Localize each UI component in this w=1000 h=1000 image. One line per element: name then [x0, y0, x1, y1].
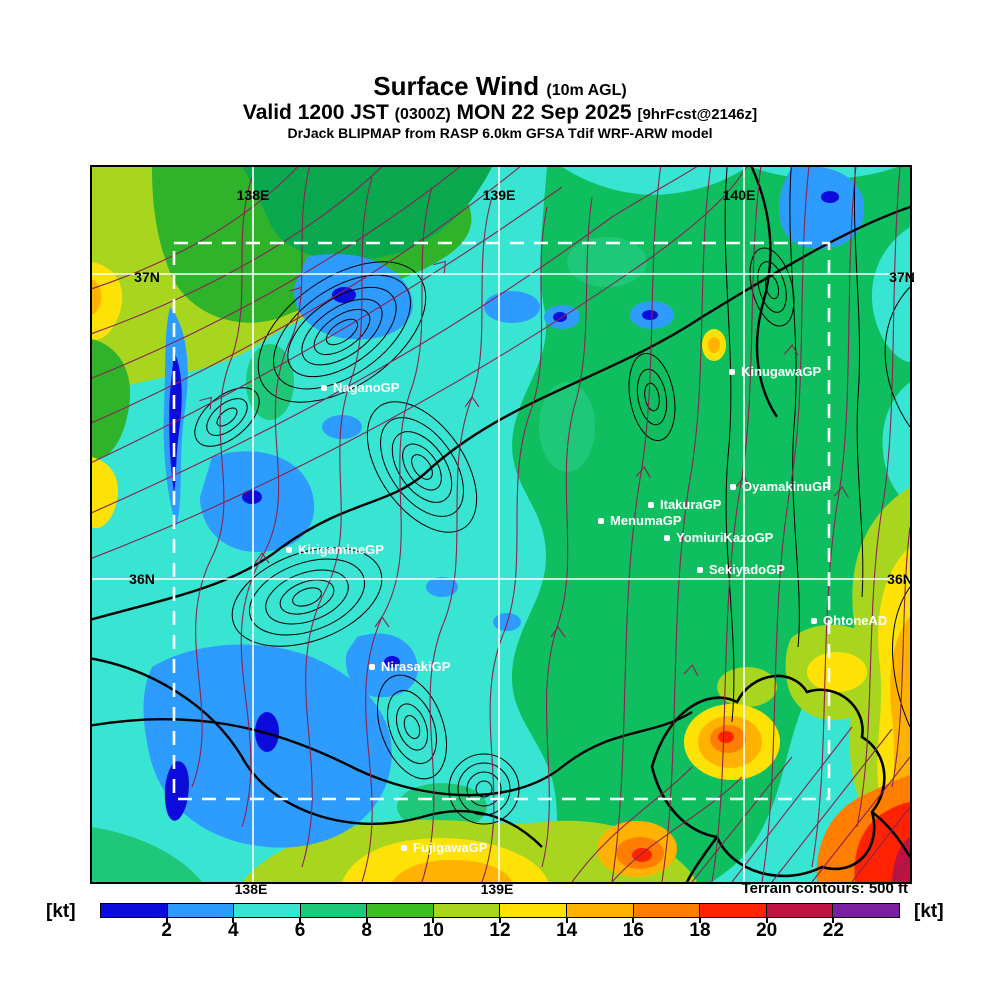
colorbar-segment-2 — [166, 903, 235, 918]
colorbar-value: 14 — [556, 920, 578, 941]
colorbar-tick — [632, 918, 635, 923]
site-marker-dot — [401, 845, 407, 851]
valid-time-line: Valid 1200 JST (0300Z) MON 22 Sep 2025 [… — [242, 101, 758, 125]
zulu-time: (0300Z) — [394, 106, 451, 124]
site-label: NirasakiGP — [381, 659, 451, 674]
model-line: DrJack BLIPMAP from RASP 6.0km GFSA Tdif… — [287, 124, 713, 141]
domain-boundary-box — [172, 241, 831, 801]
colorbar-value: 4 — [228, 920, 239, 941]
wind-map[interactable]: 138E 139E 140E 37N 37N 36N 36N NaganoGP Kinugaw… — [90, 165, 915, 884]
colorbar-value: 12 — [489, 920, 511, 941]
site-label: OyamakinuGP — [742, 479, 831, 494]
grid-label-36n: 36N — [129, 571, 155, 587]
colorbar-segment-8 — [566, 903, 634, 918]
title-suffix: (10m AGL) — [546, 82, 627, 99]
site-marker-dot — [369, 664, 375, 670]
colorbar-value: 6 — [294, 920, 306, 941]
site-label: OhtoneAD — [823, 613, 888, 628]
colorbar-segment-7 — [499, 903, 568, 918]
colorbar-tick — [832, 918, 835, 923]
colorbar-segment-6 — [432, 903, 501, 918]
colorbar-segment-12 — [832, 903, 900, 918]
site-label: SekiyadoGP — [709, 562, 785, 577]
streamline-arrows — [199, 260, 849, 677]
colorbar-segment-5 — [366, 903, 434, 918]
colorbar-value: 16 — [622, 920, 644, 941]
site-label: KirigamineGP — [298, 542, 384, 557]
colorbar-tick — [232, 918, 235, 923]
colorbar-tick — [499, 918, 501, 923]
wind-field-canvas — [92, 167, 910, 882]
grid-label-139e: 139E — [482, 187, 516, 203]
bottom-axis-label-138e: 138E — [234, 881, 268, 897]
colorbar-value: 18 — [689, 920, 711, 941]
site-marker-dot — [729, 369, 735, 375]
grid-label-37n: 37N — [134, 269, 160, 285]
site-marker-dot — [730, 484, 736, 490]
bottom-axis-label-139e: 139E — [480, 881, 514, 897]
colorbar-tick — [765, 918, 768, 923]
site-label: KinugawaGP — [741, 364, 822, 379]
site-label: ItakuraGP — [660, 497, 722, 512]
colorbar-segment-4 — [299, 903, 368, 918]
colorbar-value: 22 — [822, 920, 844, 941]
colorbar-value: 2 — [161, 920, 172, 941]
colorbar-value: 20 — [756, 920, 778, 941]
grid-label-37n: 37N — [889, 269, 915, 285]
colorbar-value: 10 — [422, 920, 444, 941]
forecast-tag: [9hrFcst@2146z] — [637, 106, 758, 124]
page-title: Surface Wind (10m AGL) — [373, 71, 627, 101]
terrain-contours — [92, 167, 910, 882]
colorbar-tick — [165, 918, 168, 923]
colorbar-segment-11 — [765, 903, 834, 918]
terrain-contour-note: Terrain contours: 500 ft — [741, 880, 908, 897]
colorbar-value: 8 — [361, 920, 372, 941]
grid-label-36n: 36N — [887, 571, 913, 587]
grid-lines — [92, 167, 910, 882]
streamlines — [92, 167, 910, 882]
colorbar-segment-10 — [699, 903, 767, 918]
colorbar-segment-1 — [100, 903, 168, 918]
grid-label-140e: 140E — [722, 187, 756, 203]
site-marker-dot — [648, 502, 654, 508]
colorbar-tick — [365, 918, 368, 923]
grid-label-138e: 138E — [236, 187, 270, 203]
colorbar-tick — [699, 918, 701, 923]
site-marker-dot — [286, 547, 292, 553]
unit-label-left: [kt] — [46, 901, 76, 922]
site-marker-dot — [697, 567, 703, 573]
header: Surface Wind (10m AGL) Valid 1200 JST (0… — [0, 71, 1000, 141]
site-label: YomiuriKazoGP — [676, 530, 774, 545]
colorbar-segment-3 — [233, 903, 301, 918]
wind-speed-colorbar — [100, 903, 900, 918]
colorbar-tick — [299, 918, 301, 923]
site-label: FujigawaGP — [413, 840, 488, 855]
colorbar-segment-9 — [632, 903, 701, 918]
unit-label-right: [kt] — [914, 901, 944, 922]
site-label: NaganoGP — [333, 380, 400, 395]
site-marker-dot — [664, 535, 670, 541]
colorbar-tick — [565, 918, 568, 923]
site-marker-dot — [321, 385, 327, 391]
site-marker-dot — [598, 518, 604, 524]
site-label: MenumaGP — [610, 513, 682, 528]
colorbar-tick — [432, 918, 435, 923]
site-marker-dot — [811, 618, 817, 624]
